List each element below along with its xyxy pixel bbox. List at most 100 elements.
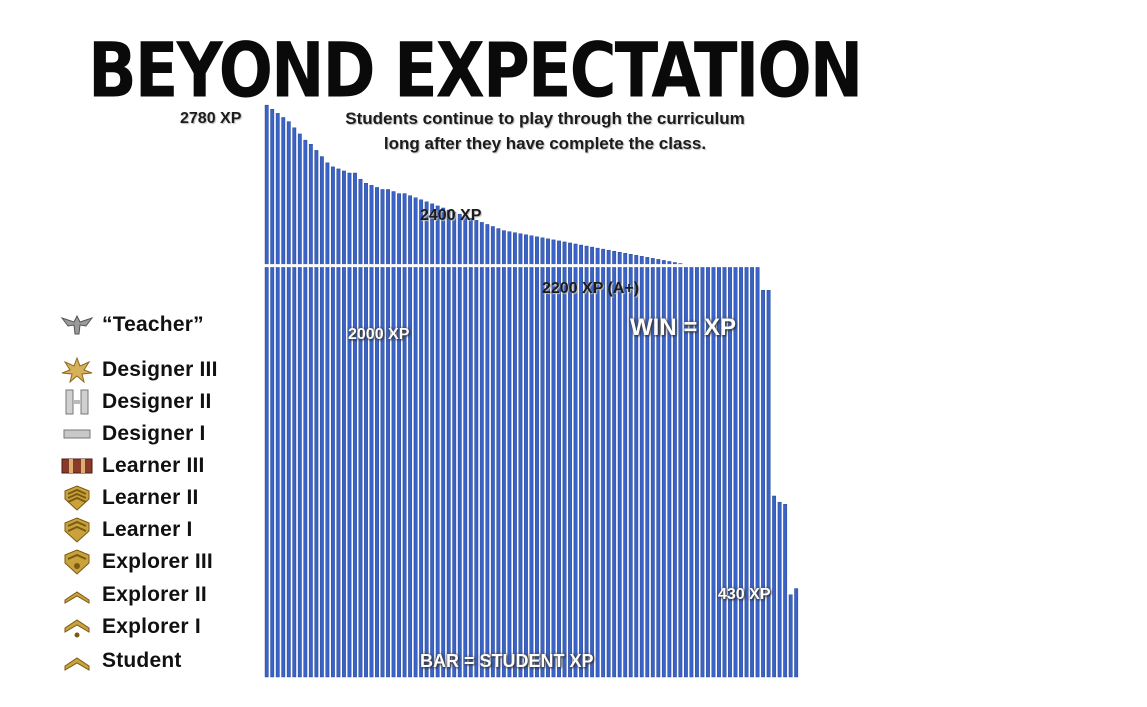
legend-label: Student — [102, 649, 182, 672]
chevron-shield-icon — [60, 517, 94, 543]
page-title: BEYOND EXPECTATION — [88, 28, 863, 116]
legend-item-designer-ii: Designer II — [60, 387, 212, 417]
bar-52 — [551, 239, 556, 678]
bar-95 — [788, 594, 793, 678]
bar-69 — [645, 257, 650, 678]
legend-item-learner-iii: Learner III — [60, 451, 205, 481]
double-bar-icon — [60, 389, 94, 415]
single-bar-icon — [60, 421, 94, 447]
bar-44 — [507, 231, 512, 678]
oak-leaf-icon — [60, 356, 94, 384]
bar-27 — [413, 197, 418, 678]
bar-63 — [612, 250, 617, 678]
bar-75 — [678, 263, 683, 678]
bar-18 — [364, 183, 368, 678]
bar-57 — [579, 244, 584, 678]
bar-88 — [750, 265, 754, 678]
legend-label: Explorer I — [102, 615, 201, 638]
legend-label: Learner II — [102, 486, 199, 509]
chevron-shield-icon — [60, 485, 94, 511]
chevron-dot-icon — [60, 614, 94, 640]
annotation-2200-xp: 2200 XP (A+) — [542, 280, 640, 297]
bar-91 — [766, 290, 771, 678]
bar-12 — [330, 166, 335, 678]
bar-54 — [562, 241, 567, 678]
bar-35 — [457, 213, 462, 678]
bar-2 — [275, 113, 280, 678]
bar-39 — [479, 222, 484, 678]
bar-13 — [336, 168, 341, 678]
legend-item-learner-ii: Learner II — [60, 483, 199, 513]
single-chevron-icon — [60, 648, 94, 674]
bar-caption: BAR = STUDENT XP — [420, 651, 594, 671]
bar-47 — [524, 234, 528, 678]
bar-62 — [606, 249, 611, 678]
legend-item-designer-iii: Designer III — [60, 355, 218, 385]
annotation-win-xp: WIN = XP — [630, 314, 737, 341]
bar-41 — [490, 226, 495, 678]
bar-20 — [375, 187, 379, 678]
bar-53 — [557, 240, 561, 678]
legend-item-learner-i: Learner I — [60, 515, 193, 545]
bar-10 — [319, 156, 324, 678]
annotation-2400-xp: 2400 XP — [420, 207, 482, 224]
bar-5 — [292, 127, 297, 678]
bar-73 — [667, 261, 672, 678]
bar-4 — [286, 121, 291, 678]
bar-7 — [303, 139, 308, 678]
bar-40 — [485, 224, 490, 678]
bar-93 — [777, 501, 782, 678]
bar-22 — [386, 189, 390, 678]
bar-64 — [617, 251, 622, 678]
bar-31 — [435, 205, 440, 678]
bar-33 — [446, 209, 451, 678]
bar-43 — [501, 230, 506, 678]
subtitle-line-1: Students continue to play through the cu… — [345, 109, 745, 128]
legend-label: Designer III — [102, 358, 218, 381]
bar-71 — [656, 259, 661, 678]
bar-66 — [628, 254, 633, 678]
bar-0 — [264, 104, 269, 678]
annotation-low-xp: 430 XP — [718, 586, 771, 603]
bar-55 — [568, 242, 572, 678]
bar-37 — [468, 218, 473, 678]
bar-89 — [755, 265, 760, 678]
bar-30 — [430, 203, 435, 678]
legend-label: “Teacher” — [102, 313, 204, 336]
bar-26 — [408, 195, 413, 678]
legend-item-explorer-i: Explorer I — [60, 612, 201, 642]
bar-59 — [590, 246, 595, 678]
bar-51 — [546, 238, 550, 678]
bar-29 — [424, 201, 429, 678]
bar-14 — [342, 170, 346, 678]
bar-19 — [369, 185, 374, 678]
bar-58 — [584, 245, 589, 678]
bar-23 — [391, 191, 396, 678]
bar-96 — [794, 588, 799, 678]
bar-38 — [474, 220, 479, 678]
bar-32 — [441, 207, 446, 678]
bar-24 — [397, 193, 401, 678]
bar-65 — [623, 253, 628, 678]
legend-item-explorer-ii: Explorer II — [60, 580, 207, 610]
bar-36 — [463, 215, 468, 678]
bar-11 — [325, 162, 330, 678]
legend-label: Designer II — [102, 390, 212, 413]
bar-3 — [281, 117, 286, 678]
bar-25 — [402, 193, 407, 678]
bar-70 — [650, 258, 655, 678]
chart-subtitle: Students continue to play through the cu… — [300, 106, 790, 156]
annotation-top-xp: 2780 XP — [180, 110, 242, 127]
legend-label: Learner I — [102, 518, 193, 541]
legend-label: Learner III — [102, 454, 205, 477]
legend-label: Explorer II — [102, 583, 207, 606]
chevron-shield-icon — [60, 549, 94, 575]
bar-34 — [452, 211, 457, 678]
legend-item-explorer-iii: Explorer III — [60, 547, 213, 577]
bar-42 — [496, 228, 501, 678]
bar-21 — [380, 189, 385, 678]
bar-94 — [783, 504, 788, 678]
bar-86 — [739, 265, 743, 678]
bar-9 — [314, 150, 319, 678]
